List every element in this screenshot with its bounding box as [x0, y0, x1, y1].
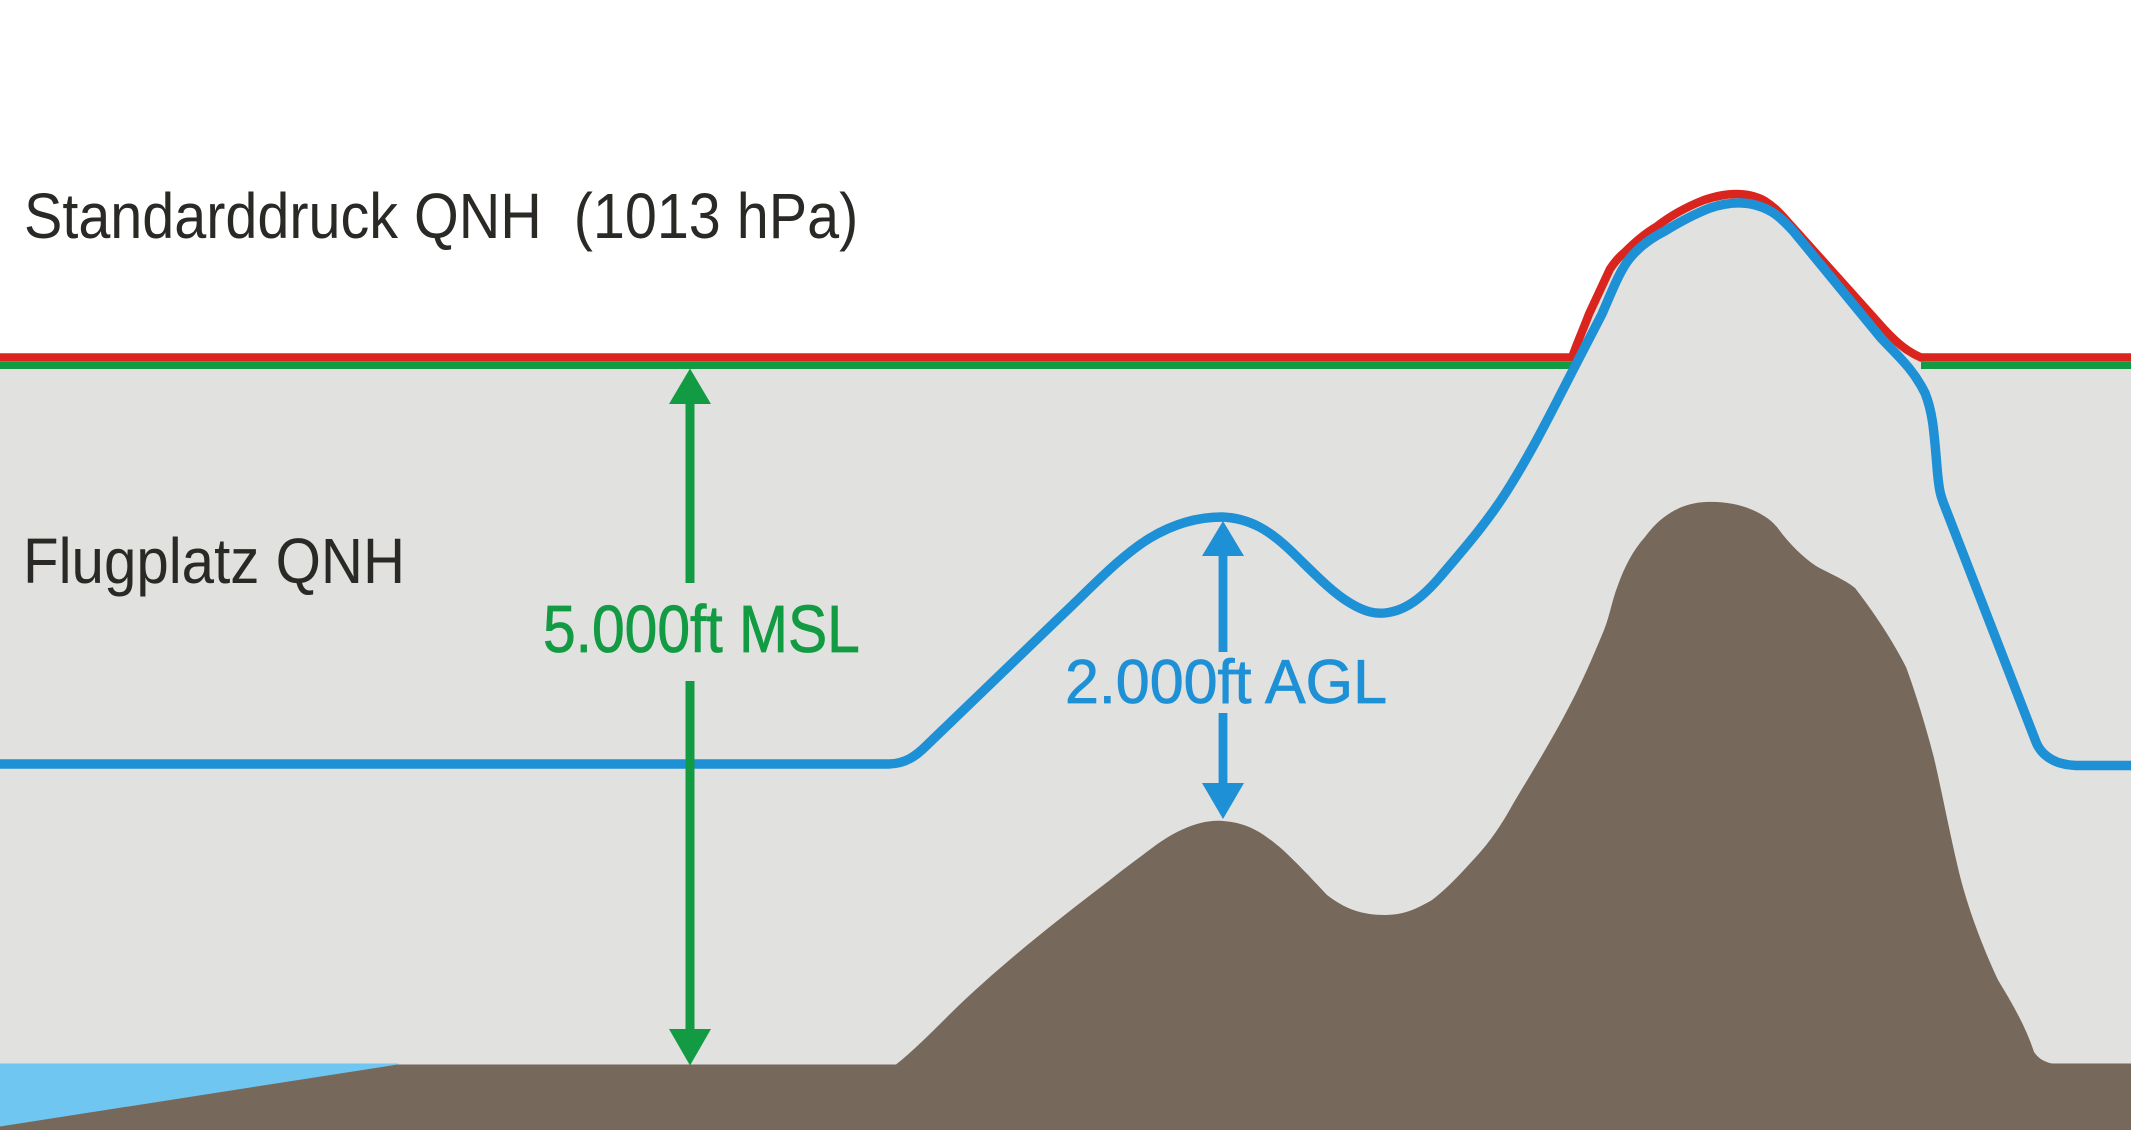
svg-text:5.000ft MSL: 5.000ft MSL — [543, 592, 860, 666]
svg-text:Flugplatz QNH: Flugplatz QNH — [23, 525, 405, 596]
svg-text:2.000ft AGL: 2.000ft AGL — [1065, 648, 1387, 718]
svg-text:Standarddruck QNH (1013 hPa): Standarddruck QNH (1013 hPa) — [24, 180, 858, 252]
